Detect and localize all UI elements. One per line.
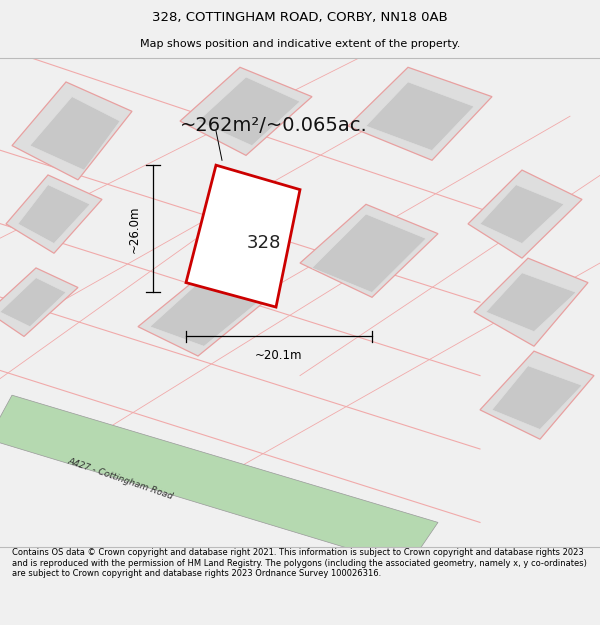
- Polygon shape: [150, 278, 258, 346]
- Text: 328: 328: [247, 234, 281, 253]
- Polygon shape: [138, 268, 270, 356]
- Polygon shape: [486, 273, 576, 331]
- Text: A427 - Cottingham Road: A427 - Cottingham Road: [66, 456, 174, 501]
- Text: ~26.0m: ~26.0m: [128, 205, 141, 252]
- Polygon shape: [18, 185, 90, 244]
- Polygon shape: [300, 204, 438, 298]
- Polygon shape: [12, 82, 132, 180]
- Polygon shape: [186, 165, 300, 307]
- Polygon shape: [366, 82, 474, 151]
- Polygon shape: [0, 395, 438, 566]
- Polygon shape: [0, 278, 66, 327]
- Polygon shape: [480, 185, 564, 244]
- Polygon shape: [0, 268, 78, 336]
- Text: 328, COTTINGHAM ROAD, CORBY, NN18 0AB: 328, COTTINGHAM ROAD, CORBY, NN18 0AB: [152, 11, 448, 24]
- Text: ~262m²/~0.065ac.: ~262m²/~0.065ac.: [180, 116, 368, 135]
- Polygon shape: [180, 68, 312, 156]
- Polygon shape: [30, 97, 120, 170]
- Polygon shape: [480, 351, 594, 439]
- Polygon shape: [312, 214, 426, 292]
- Polygon shape: [492, 366, 582, 429]
- Polygon shape: [348, 68, 492, 160]
- Text: ~20.1m: ~20.1m: [255, 349, 303, 362]
- Polygon shape: [198, 77, 300, 146]
- Polygon shape: [6, 175, 102, 253]
- Text: Contains OS data © Crown copyright and database right 2021. This information is : Contains OS data © Crown copyright and d…: [12, 549, 587, 578]
- Polygon shape: [474, 258, 588, 346]
- Text: Map shows position and indicative extent of the property.: Map shows position and indicative extent…: [140, 39, 460, 49]
- Polygon shape: [468, 170, 582, 258]
